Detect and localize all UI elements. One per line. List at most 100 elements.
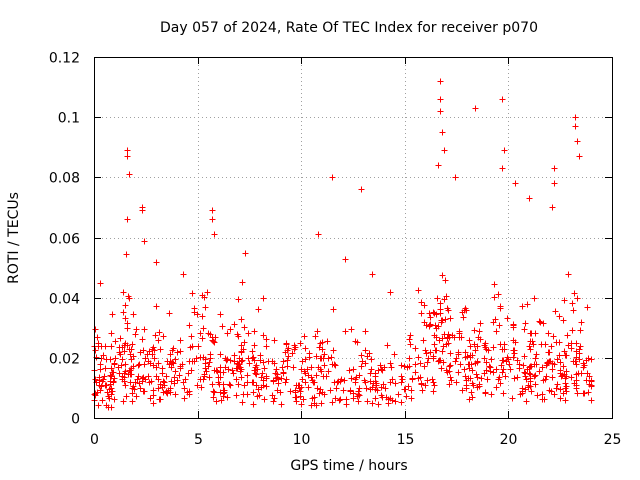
x-tick-label: 0 (90, 432, 99, 448)
data-point (519, 303, 526, 310)
data-point (503, 358, 510, 365)
data-point (180, 271, 187, 278)
data-point (403, 393, 410, 400)
data-point (458, 334, 465, 341)
data-point (586, 373, 593, 380)
data-point (424, 359, 431, 366)
data-point (277, 389, 284, 396)
data-point (185, 370, 192, 377)
data-point (358, 186, 365, 193)
data-point (573, 361, 580, 368)
data-point (259, 370, 266, 377)
data-point (532, 372, 539, 379)
data-point (445, 340, 452, 347)
data-point (126, 367, 133, 374)
data-point (389, 376, 396, 383)
data-point (446, 368, 453, 375)
data-point (412, 345, 419, 352)
data-point (442, 316, 449, 323)
data-point (468, 361, 475, 368)
data-point (488, 356, 495, 363)
data-point (554, 356, 561, 363)
data-point (316, 390, 323, 397)
data-point (438, 365, 445, 372)
data-point (117, 335, 124, 342)
data-point (363, 385, 370, 392)
data-point (437, 78, 444, 85)
data-point (171, 374, 178, 381)
data-point (445, 307, 452, 314)
data-point (430, 388, 437, 395)
data-point (224, 394, 231, 401)
data-point (332, 395, 339, 402)
data-point (314, 385, 321, 392)
data-point (155, 360, 162, 367)
data-point (206, 374, 213, 381)
data-point (226, 381, 233, 388)
data-point (97, 280, 104, 287)
data-point (278, 375, 285, 382)
data-point (452, 174, 459, 181)
data-point (327, 387, 334, 394)
data-point (525, 384, 532, 391)
data-point (482, 390, 489, 397)
data-point (418, 299, 425, 306)
y-tick-label: 0.06 (49, 232, 80, 248)
data-point (530, 341, 537, 348)
data-point (433, 325, 440, 332)
data-point (179, 361, 186, 368)
data-point (108, 373, 115, 380)
data-point (447, 350, 454, 357)
data-point (426, 310, 433, 317)
data-point (437, 300, 444, 307)
data-point (368, 366, 375, 373)
data-point (485, 347, 492, 354)
data-point (209, 381, 216, 388)
data-point (540, 377, 547, 384)
data-point (283, 341, 290, 348)
data-point (519, 390, 526, 397)
data-point (172, 368, 179, 375)
data-point (588, 397, 595, 404)
data-point (574, 295, 581, 302)
data-point (425, 355, 432, 362)
data-point (350, 366, 357, 373)
data-point (275, 376, 282, 383)
data-point (155, 385, 162, 392)
data-point (576, 346, 583, 353)
data-point (108, 385, 115, 392)
data-point (100, 352, 107, 359)
data-point (133, 326, 140, 333)
data-point (186, 358, 193, 365)
data-point (498, 362, 505, 369)
data-point (121, 348, 128, 355)
data-point (302, 370, 309, 377)
data-point (161, 379, 168, 386)
data-point (441, 147, 448, 154)
data-point (244, 379, 251, 386)
data-point (408, 395, 415, 402)
data-point (552, 308, 559, 315)
data-point (260, 332, 267, 339)
data-point (102, 365, 109, 372)
data-point (412, 361, 419, 368)
data-point (145, 373, 152, 380)
data-point (507, 366, 514, 373)
data-point (235, 296, 242, 303)
data-point (257, 352, 264, 359)
data-point (412, 369, 419, 376)
data-point (219, 323, 226, 330)
data-point (522, 320, 529, 327)
data-point (523, 376, 530, 383)
data-point (419, 387, 426, 394)
data-point (213, 398, 220, 405)
data-point (462, 373, 469, 380)
data-point (542, 341, 549, 348)
data-point (527, 330, 534, 337)
data-point (418, 381, 425, 388)
x-tick-label: 25 (604, 432, 622, 448)
data-point (447, 362, 454, 369)
data-point (217, 311, 224, 318)
data-point (340, 387, 347, 394)
data-point (263, 383, 270, 390)
